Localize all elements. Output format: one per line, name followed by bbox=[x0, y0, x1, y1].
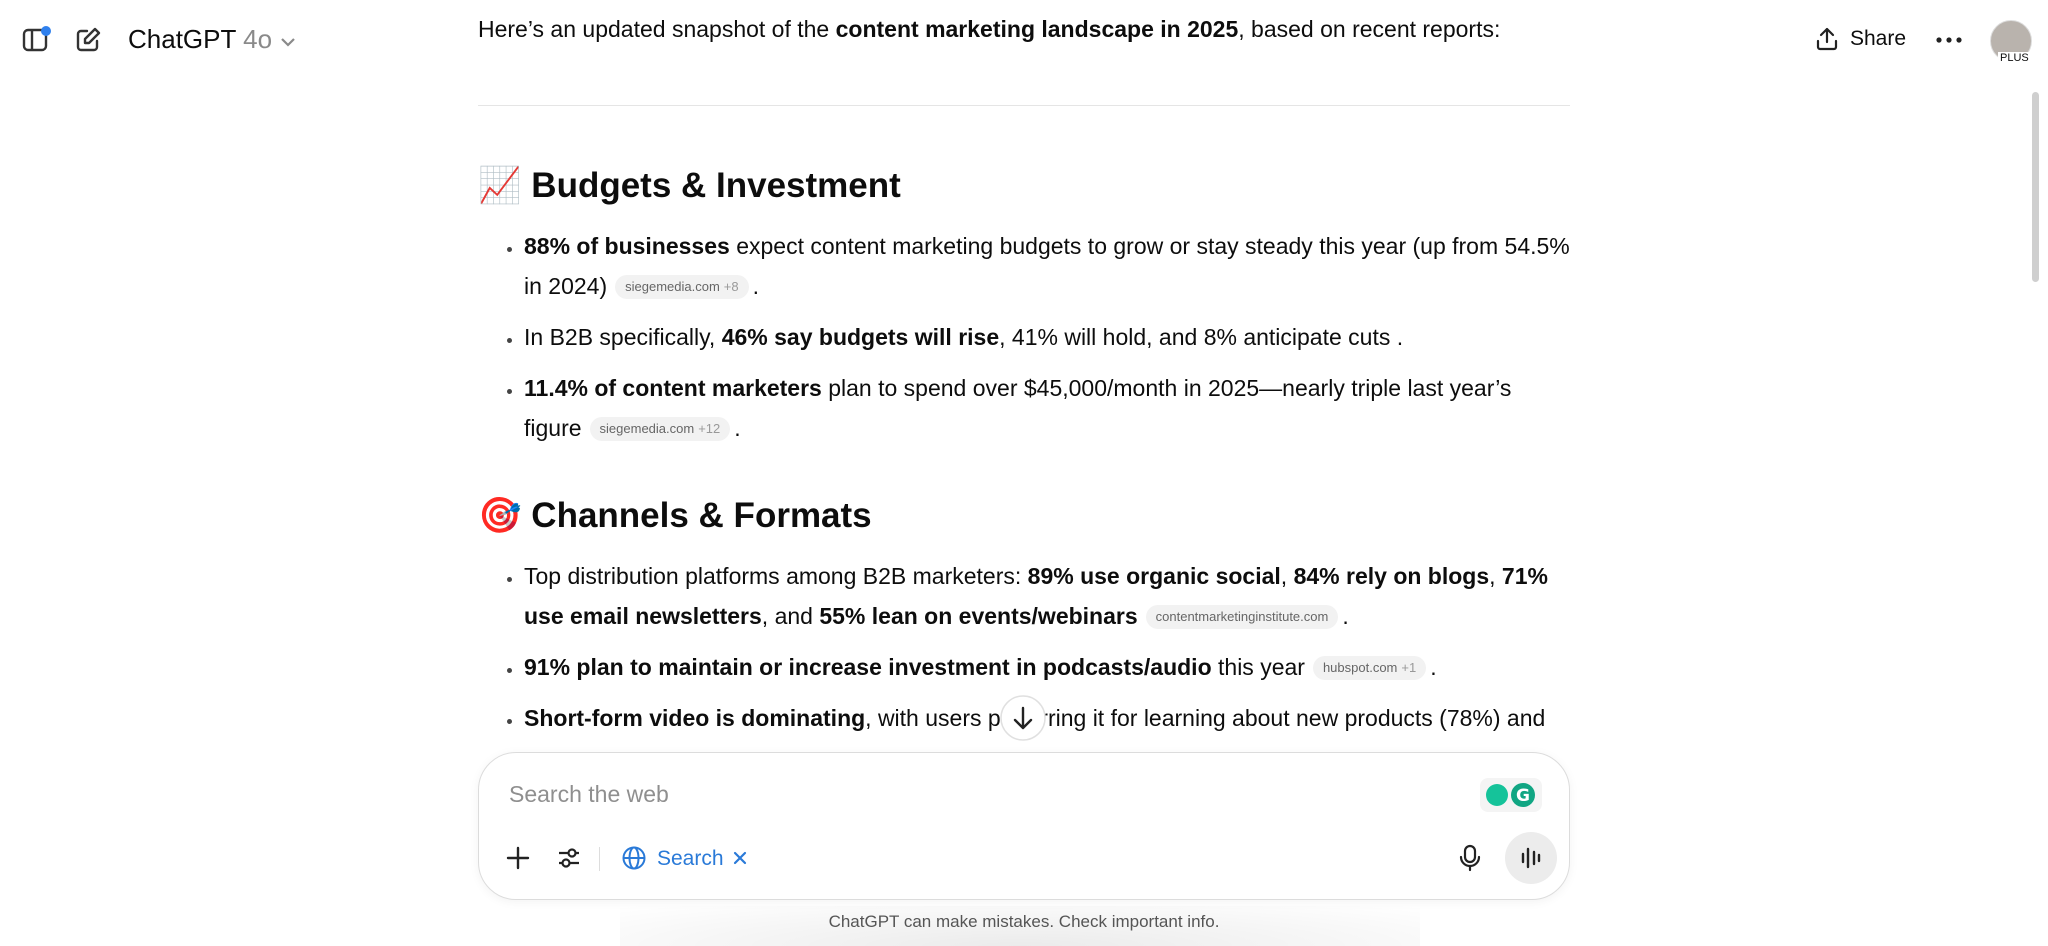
bold-text: Short-form video is dominating bbox=[524, 705, 866, 731]
text: . bbox=[1342, 603, 1349, 629]
citation-source: siegemedia.com bbox=[599, 421, 695, 436]
text: , based on recent reports: bbox=[1238, 16, 1501, 42]
voice-button[interactable] bbox=[1505, 832, 1557, 884]
section: 🎯 Channels & Formats Top distribution pl… bbox=[478, 492, 1570, 749]
text: , bbox=[1280, 563, 1294, 589]
text: , with users preferring it for learning … bbox=[865, 705, 1546, 731]
plan-badge: PLUS bbox=[1998, 52, 2031, 64]
bold-text: 11.4% of content marketers bbox=[524, 375, 822, 401]
bold-text: content marketing landscape in 2025 bbox=[835, 16, 1239, 42]
citation-source: hubspot.com bbox=[1322, 660, 1398, 675]
text: Here’s an updated snapshot of the bbox=[478, 16, 836, 42]
citation-more: +8 bbox=[723, 279, 739, 294]
bold-text: 88% of businesses bbox=[524, 233, 730, 259]
text: , 41% will hold, and 8% anticipate cuts … bbox=[999, 324, 1404, 350]
text: this year bbox=[1211, 654, 1305, 680]
bold-text: 55% lean on events/webinars bbox=[819, 603, 1138, 629]
bullet: 91% plan to maintain or increase investm… bbox=[524, 647, 1570, 687]
bold-text: 91% plan to maintain or increase investm… bbox=[524, 654, 1212, 680]
conversation: Here’s an updated snapshot of the conten… bbox=[478, 0, 1570, 946]
chevron bbox=[281, 38, 296, 47]
bold-text: 84% rely on blogs bbox=[1293, 563, 1490, 589]
text: . bbox=[734, 415, 741, 441]
model-selector[interactable]: ChatGPT 4o bbox=[128, 24, 297, 55]
app-name: ChatGPT bbox=[128, 24, 236, 54]
intro: Here’s an updated snapshot of the conten… bbox=[478, 14, 1500, 44]
share-icon bbox=[1816, 27, 1838, 51]
search-tool[interactable]: Search bbox=[657, 847, 724, 870]
new-chat[interactable] bbox=[74, 26, 102, 54]
bullet: Top distribution platforms among B2B mar… bbox=[524, 556, 1570, 636]
citation[interactable]: contentmarketinginstitute.com bbox=[1145, 605, 1339, 629]
text: , and bbox=[761, 603, 820, 629]
scrollbar[interactable] bbox=[2032, 92, 2039, 282]
citation-source: contentmarketinginstitute.com bbox=[1155, 609, 1329, 624]
mic-button[interactable] bbox=[1457, 844, 1483, 872]
add-button[interactable] bbox=[505, 845, 531, 871]
citation[interactable]: siegemedia.com +12 bbox=[589, 417, 731, 441]
sidebar-toggle[interactable] bbox=[22, 26, 52, 54]
composer: Search the web G Search bbox=[478, 752, 1570, 900]
text: In B2B specifically, bbox=[524, 324, 722, 350]
bullet: Short-form video is dominating, with use… bbox=[524, 698, 1570, 738]
model-name: 4o bbox=[243, 24, 273, 54]
text: . bbox=[1430, 654, 1437, 680]
bullet-list: Top distribution platforms among B2B mar… bbox=[478, 556, 1570, 738]
bold-text: 71% use email newsletters bbox=[524, 563, 1548, 629]
disclaimer: ChatGPT can make mistakes. Check importa… bbox=[828, 912, 1220, 931]
citation[interactable]: siegemedia.com +8 bbox=[615, 275, 749, 299]
section: 📈 Budgets & Investment 88% of businesses… bbox=[478, 162, 1570, 459]
text: . bbox=[752, 273, 759, 299]
citation-more: +1 bbox=[1401, 660, 1417, 675]
section-heading: 🎯 Channels & Formats bbox=[478, 496, 872, 535]
svg-text:G: G bbox=[1516, 786, 1530, 806]
more-options[interactable] bbox=[1934, 30, 1964, 50]
citation-more: +12 bbox=[698, 421, 721, 436]
tools-button[interactable] bbox=[556, 845, 582, 871]
divider bbox=[478, 105, 1570, 106]
remove-tool[interactable] bbox=[732, 850, 748, 866]
citation-source: siegemedia.com bbox=[625, 279, 720, 294]
share-button[interactable]: Share bbox=[1814, 26, 1906, 52]
bullet: 11.4% of content marketers plan to spend… bbox=[524, 368, 1570, 448]
scroll-down-button[interactable] bbox=[999, 694, 1047, 742]
citation[interactable]: hubspot.com +1 bbox=[1312, 656, 1427, 680]
separator bbox=[599, 847, 600, 871]
text: expect content marketing budgets to grow… bbox=[524, 233, 1570, 299]
bold-text: 89% use organic social bbox=[1027, 563, 1281, 589]
grammarly-icons[interactable]: G bbox=[1479, 777, 1543, 813]
input-placeholder[interactable]: Search the web bbox=[509, 781, 669, 807]
text: Top distribution platforms among B2B mar… bbox=[524, 563, 1028, 589]
text: plan to spend over $45,000/month in 2025… bbox=[524, 375, 1512, 441]
bullet-list: 88% of businesses expect content marketi… bbox=[478, 226, 1570, 448]
bullet: 88% of businesses expect content marketi… bbox=[524, 226, 1570, 306]
text: , bbox=[1489, 563, 1502, 589]
section-heading: 📈 Budgets & Investment bbox=[478, 166, 901, 205]
bullet: In B2B specifically, 46% say budgets wil… bbox=[524, 317, 1570, 357]
share-label: Share bbox=[1850, 27, 1907, 50]
globe-icon bbox=[622, 846, 646, 870]
footer-shadow bbox=[620, 906, 1420, 946]
bold-text: 46% say budgets will rise bbox=[721, 324, 1000, 350]
